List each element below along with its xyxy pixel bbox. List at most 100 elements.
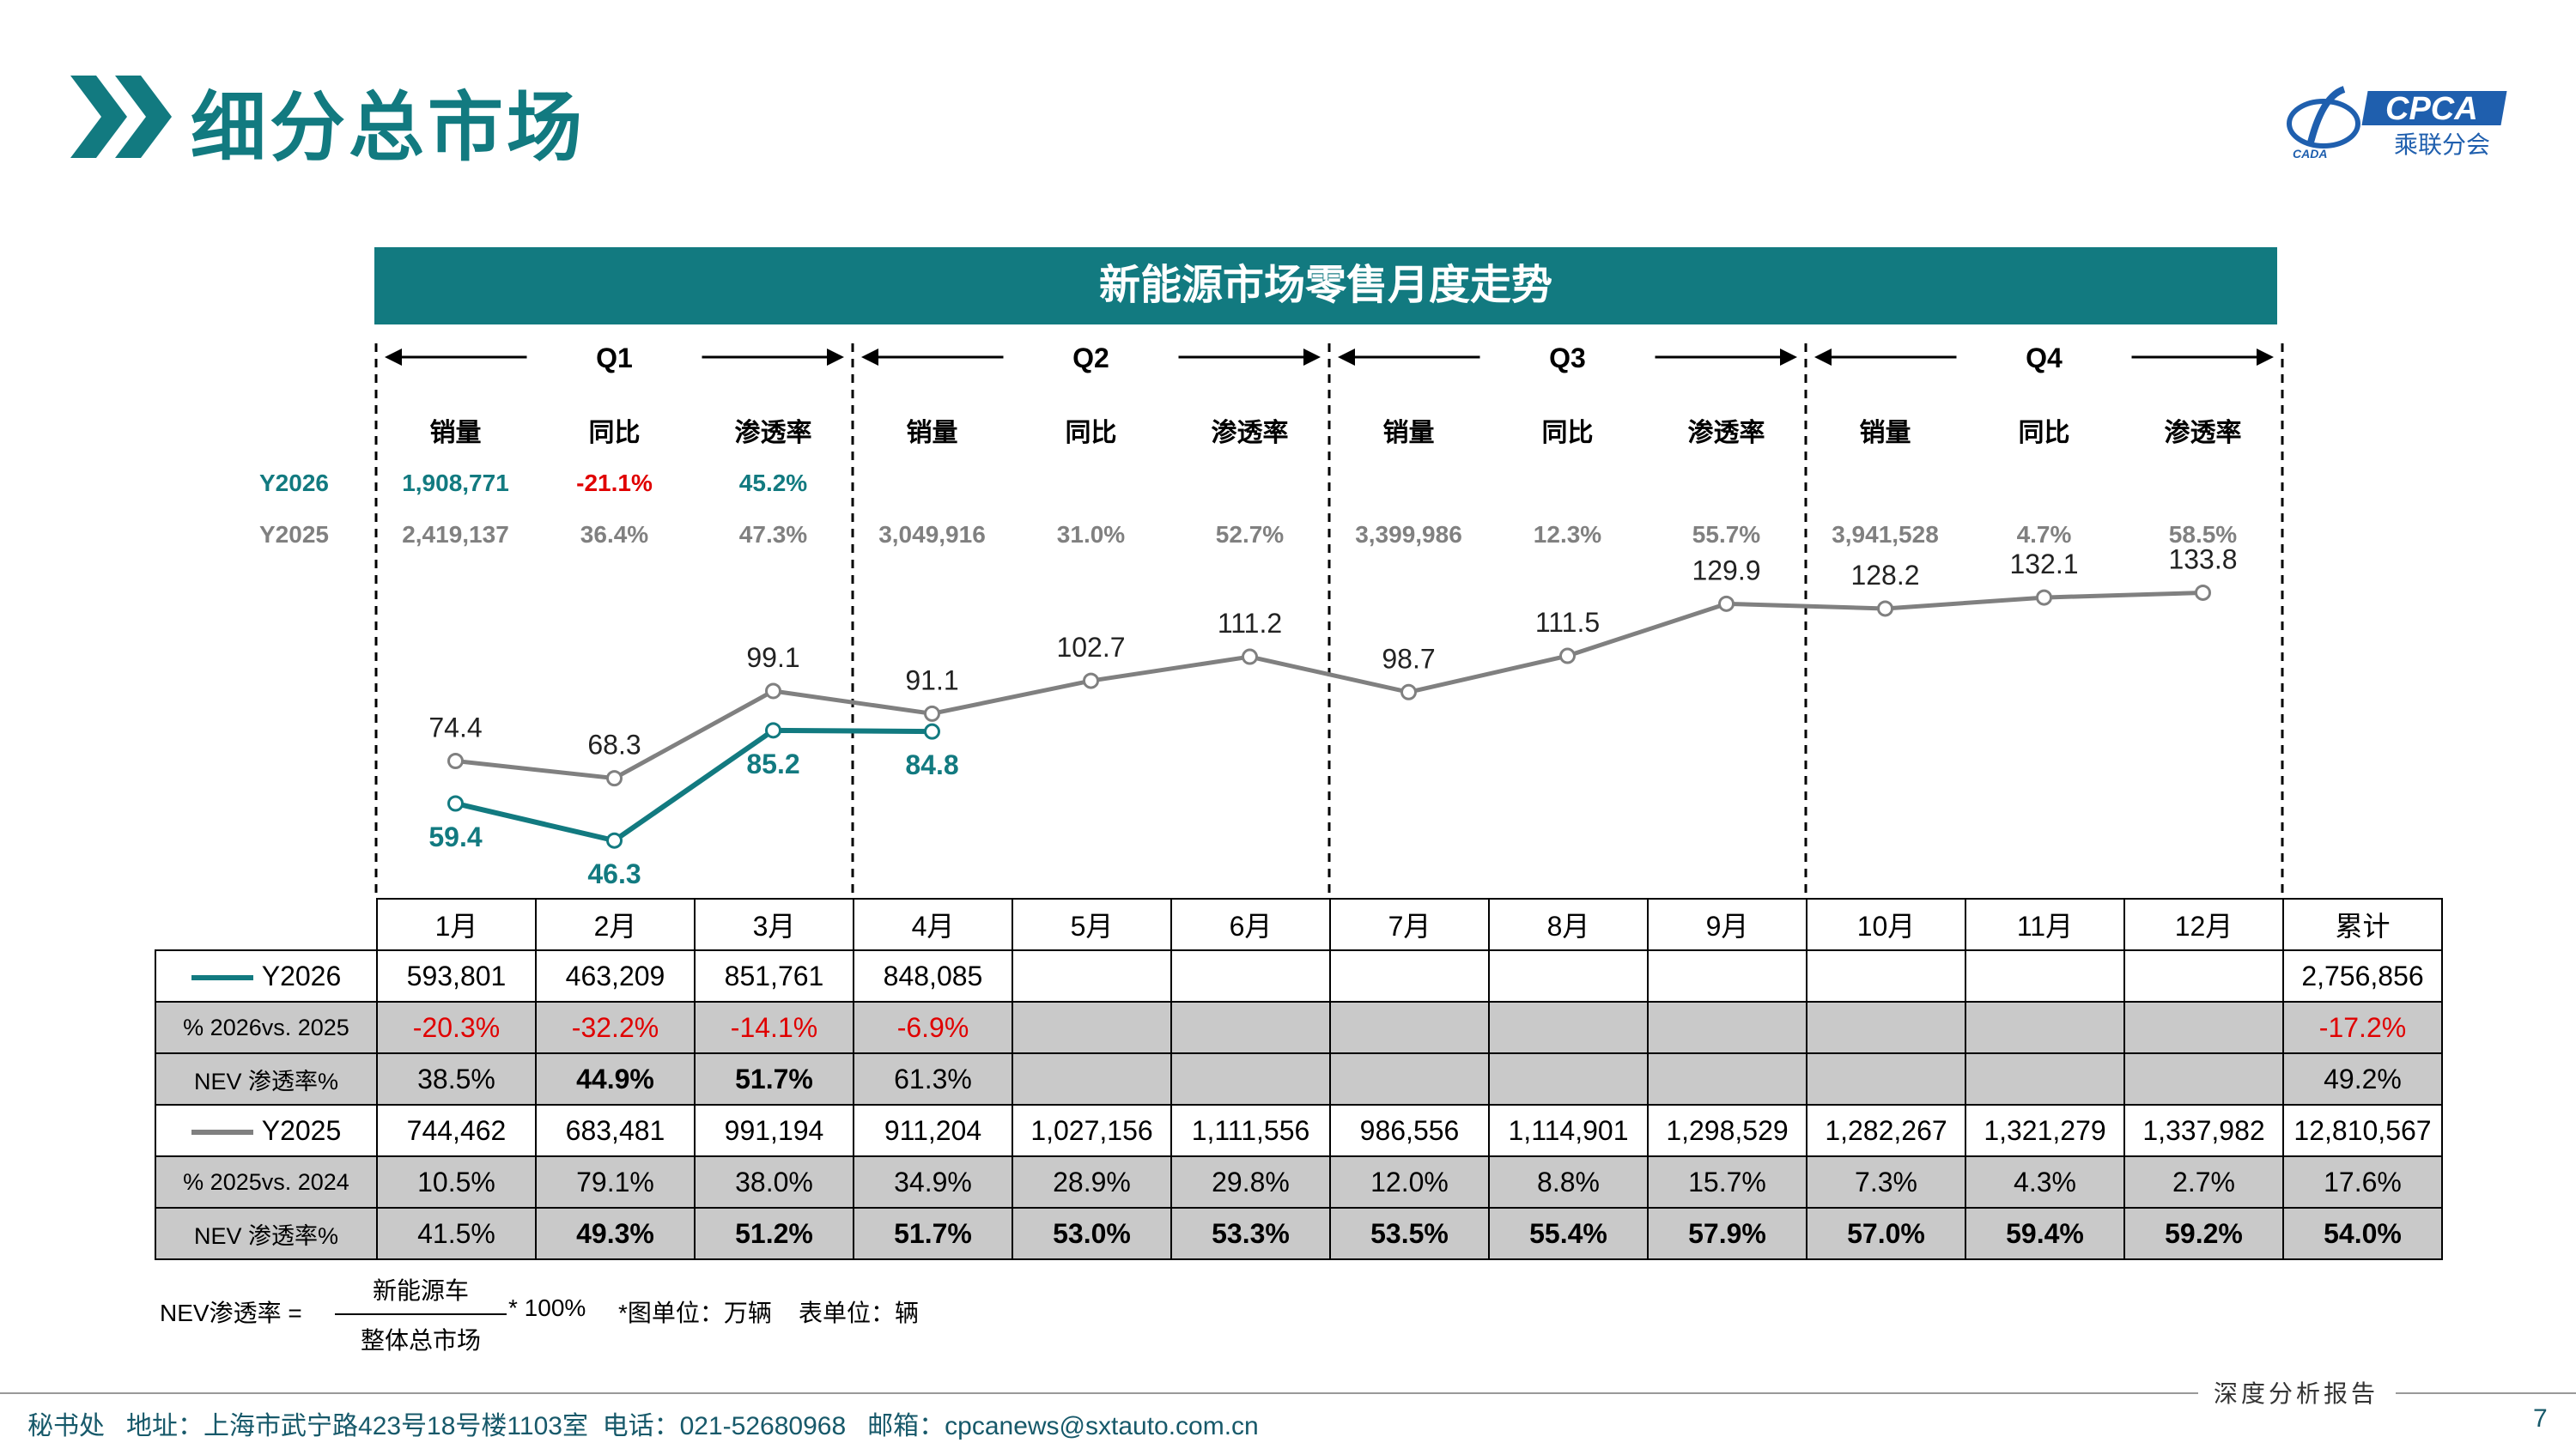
svg-text:CADA: CADA — [2293, 147, 2327, 161]
table-cell: 34.9% — [853, 1155, 1013, 1209]
quarter-label: Q4 — [2026, 343, 2063, 373]
table-cell: 29.8% — [1170, 1155, 1331, 1209]
footnote-numerator: 新能源车 — [335, 1272, 507, 1315]
table-header-row: 1月 2月 3月 4月 5月 6月 7月 8月 9月 10月 11月 12月 累计 — [155, 898, 2443, 951]
quarter-column-header: 同比 — [1066, 419, 1117, 447]
table-cell — [1488, 949, 1649, 1003]
table-cell: 51.7% — [694, 1052, 854, 1106]
table-cell: -6.9% — [853, 1001, 1013, 1054]
table-cell — [1012, 949, 1172, 1003]
table-cell — [1647, 949, 1807, 1003]
table-cell — [1488, 1052, 1649, 1106]
table-cell — [1647, 1001, 1807, 1054]
table-cell: 59.2% — [2123, 1207, 2284, 1260]
quarter-block: Q2 销量 3,049,916 同比 31.0% 渗透率 52.7% — [861, 343, 1321, 548]
table-cell: 57.9% — [1647, 1207, 1807, 1260]
table-cell: 49.3% — [535, 1207, 696, 1260]
table-cell: 1,282,267 — [1806, 1104, 1966, 1157]
quarter-value-y2025: 36.4% — [580, 521, 648, 548]
data-label: 129.9 — [1692, 555, 1760, 585]
data-point — [447, 752, 464, 769]
data-point — [924, 723, 940, 740]
table-month-header: 6月 — [1170, 898, 1331, 951]
table-total-cell: 54.0% — [2282, 1207, 2443, 1260]
table-month-header: 12月 — [2123, 898, 2284, 951]
data-label: 133.8 — [2168, 543, 2237, 574]
table-row: NEV 渗透率% 38.5% 44.9% 51.7% 61.3% 49.2% — [155, 1052, 2443, 1106]
table-row-label: NEV 渗透率% — [155, 1207, 378, 1260]
data-label: 59.4 — [428, 822, 482, 852]
table-month-header: 9月 — [1647, 898, 1807, 951]
data-label: 111.5 — [1535, 607, 1600, 638]
table-row-label: % 2026vs. 2025 — [155, 1001, 378, 1054]
data-point — [1559, 647, 1576, 664]
table-cell — [1012, 1001, 1172, 1054]
table-cell: 51.7% — [853, 1207, 1013, 1260]
data-point — [1242, 648, 1258, 665]
table-cell: 79.1% — [535, 1155, 696, 1209]
table-row: NEV 渗透率% 41.5% 49.3% 51.2% 51.7% 53.0% 53.3% 53… — [155, 1207, 2443, 1260]
quarter-separators — [374, 343, 2284, 898]
series-line — [455, 590, 2203, 781]
table-cell: 10.5% — [376, 1155, 537, 1209]
quarter-column-header: 销量 — [1860, 419, 1911, 447]
quarter-row-label-y2026: Y2026 — [259, 470, 329, 496]
series-y2026: 59.4 46.3 85.2 84.8 — [428, 722, 959, 889]
table-corner — [155, 899, 377, 950]
table-cell — [1965, 949, 2125, 1003]
table-cell: 28.9% — [1012, 1155, 1172, 1209]
series-y2025: 74.4 68.3 99.1 91.1 102.7 111.2 98.7 111.5 129.9… — [428, 543, 2238, 787]
quarter-label: Q1 — [596, 343, 633, 373]
table-cell: 55.4% — [1488, 1207, 1649, 1260]
quarter-label: Q3 — [1549, 343, 1586, 373]
table-cell — [1806, 1001, 1966, 1054]
table-cell: 12.0% — [1329, 1155, 1490, 1209]
quarter-column-header: 同比 — [589, 419, 641, 447]
table-cell: 1,337,982 — [2123, 1104, 2284, 1157]
quarter-column-header: 同比 — [2019, 419, 2070, 447]
report-label: 深度分析报告 — [2214, 1379, 2379, 1408]
table-cell: 683,481 — [535, 1104, 696, 1157]
table-cell — [1170, 1001, 1331, 1054]
legend-label: Y2025 — [261, 1114, 342, 1146]
table-cell: 986,556 — [1329, 1104, 1490, 1157]
data-point — [765, 682, 781, 700]
table-cell — [2123, 949, 2284, 1003]
quarter-label: Q2 — [1072, 343, 1109, 373]
svg-text:CPCA: CPCA — [2385, 91, 2478, 127]
quarter-value-y2025: 3,049,916 — [878, 521, 986, 548]
arrow-right-icon — [1303, 349, 1321, 366]
quarter-summary-layer: Q1 销量 1,908,771 2,419,137 同比 -21.1% 36.4% 渗透率 45… — [259, 343, 2274, 548]
table-row: % 2025vs. 2024 10.5% 79.1% 38.0% 34.9% 28.9% 2… — [155, 1155, 2443, 1209]
footnote-fraction: 新能源车 整体总市场 — [335, 1272, 507, 1356]
chart-banner-title: 新能源市场零售月度走势 — [374, 247, 2277, 324]
footer-divider — [0, 1392, 2198, 1394]
quarter-block: Q1 销量 1,908,771 2,419,137 同比 -21.1% 36.4% 渗透率 45… — [385, 343, 844, 548]
table-cell: 2.7% — [2123, 1155, 2284, 1209]
table-row: % 2026vs. 2025 -20.3% -32.2% -14.1% -6.9% -17… — [155, 1001, 2443, 1054]
table-cell — [1170, 1052, 1331, 1106]
table-row-label: NEV 渗透率% — [155, 1052, 378, 1106]
table-month-header: 11月 — [1965, 898, 2125, 951]
data-point — [606, 832, 623, 849]
table-cell — [1965, 1001, 2125, 1054]
legend-line-icon — [191, 975, 253, 981]
data-label: 98.7 — [1382, 643, 1435, 674]
legend-line-icon — [191, 1130, 253, 1136]
table-cell: -32.2% — [535, 1001, 696, 1054]
table-month-header: 8月 — [1488, 898, 1649, 951]
quarter-column-header: 同比 — [1542, 419, 1594, 447]
quarter-row-label-y2025: Y2025 — [259, 521, 329, 548]
series-layer: 74.4 68.3 99.1 91.1 102.7 111.2 98.7 111.5 129.9… — [428, 543, 2237, 889]
table-month-header: 5月 — [1012, 898, 1172, 951]
data-point — [2195, 584, 2211, 601]
table-row-label: % 2025vs. 2024 — [155, 1155, 378, 1209]
arrow-right-icon — [827, 349, 844, 366]
quarter-value-y2025: 58.5% — [2169, 521, 2237, 548]
chevron-right-icon — [70, 76, 172, 158]
table-cell: 51.2% — [694, 1207, 854, 1260]
table-cell: 59.4% — [1965, 1207, 2125, 1260]
table-cell: 851,761 — [694, 949, 854, 1003]
table-cell — [1806, 949, 1966, 1003]
arrow-right-icon — [2257, 349, 2274, 366]
